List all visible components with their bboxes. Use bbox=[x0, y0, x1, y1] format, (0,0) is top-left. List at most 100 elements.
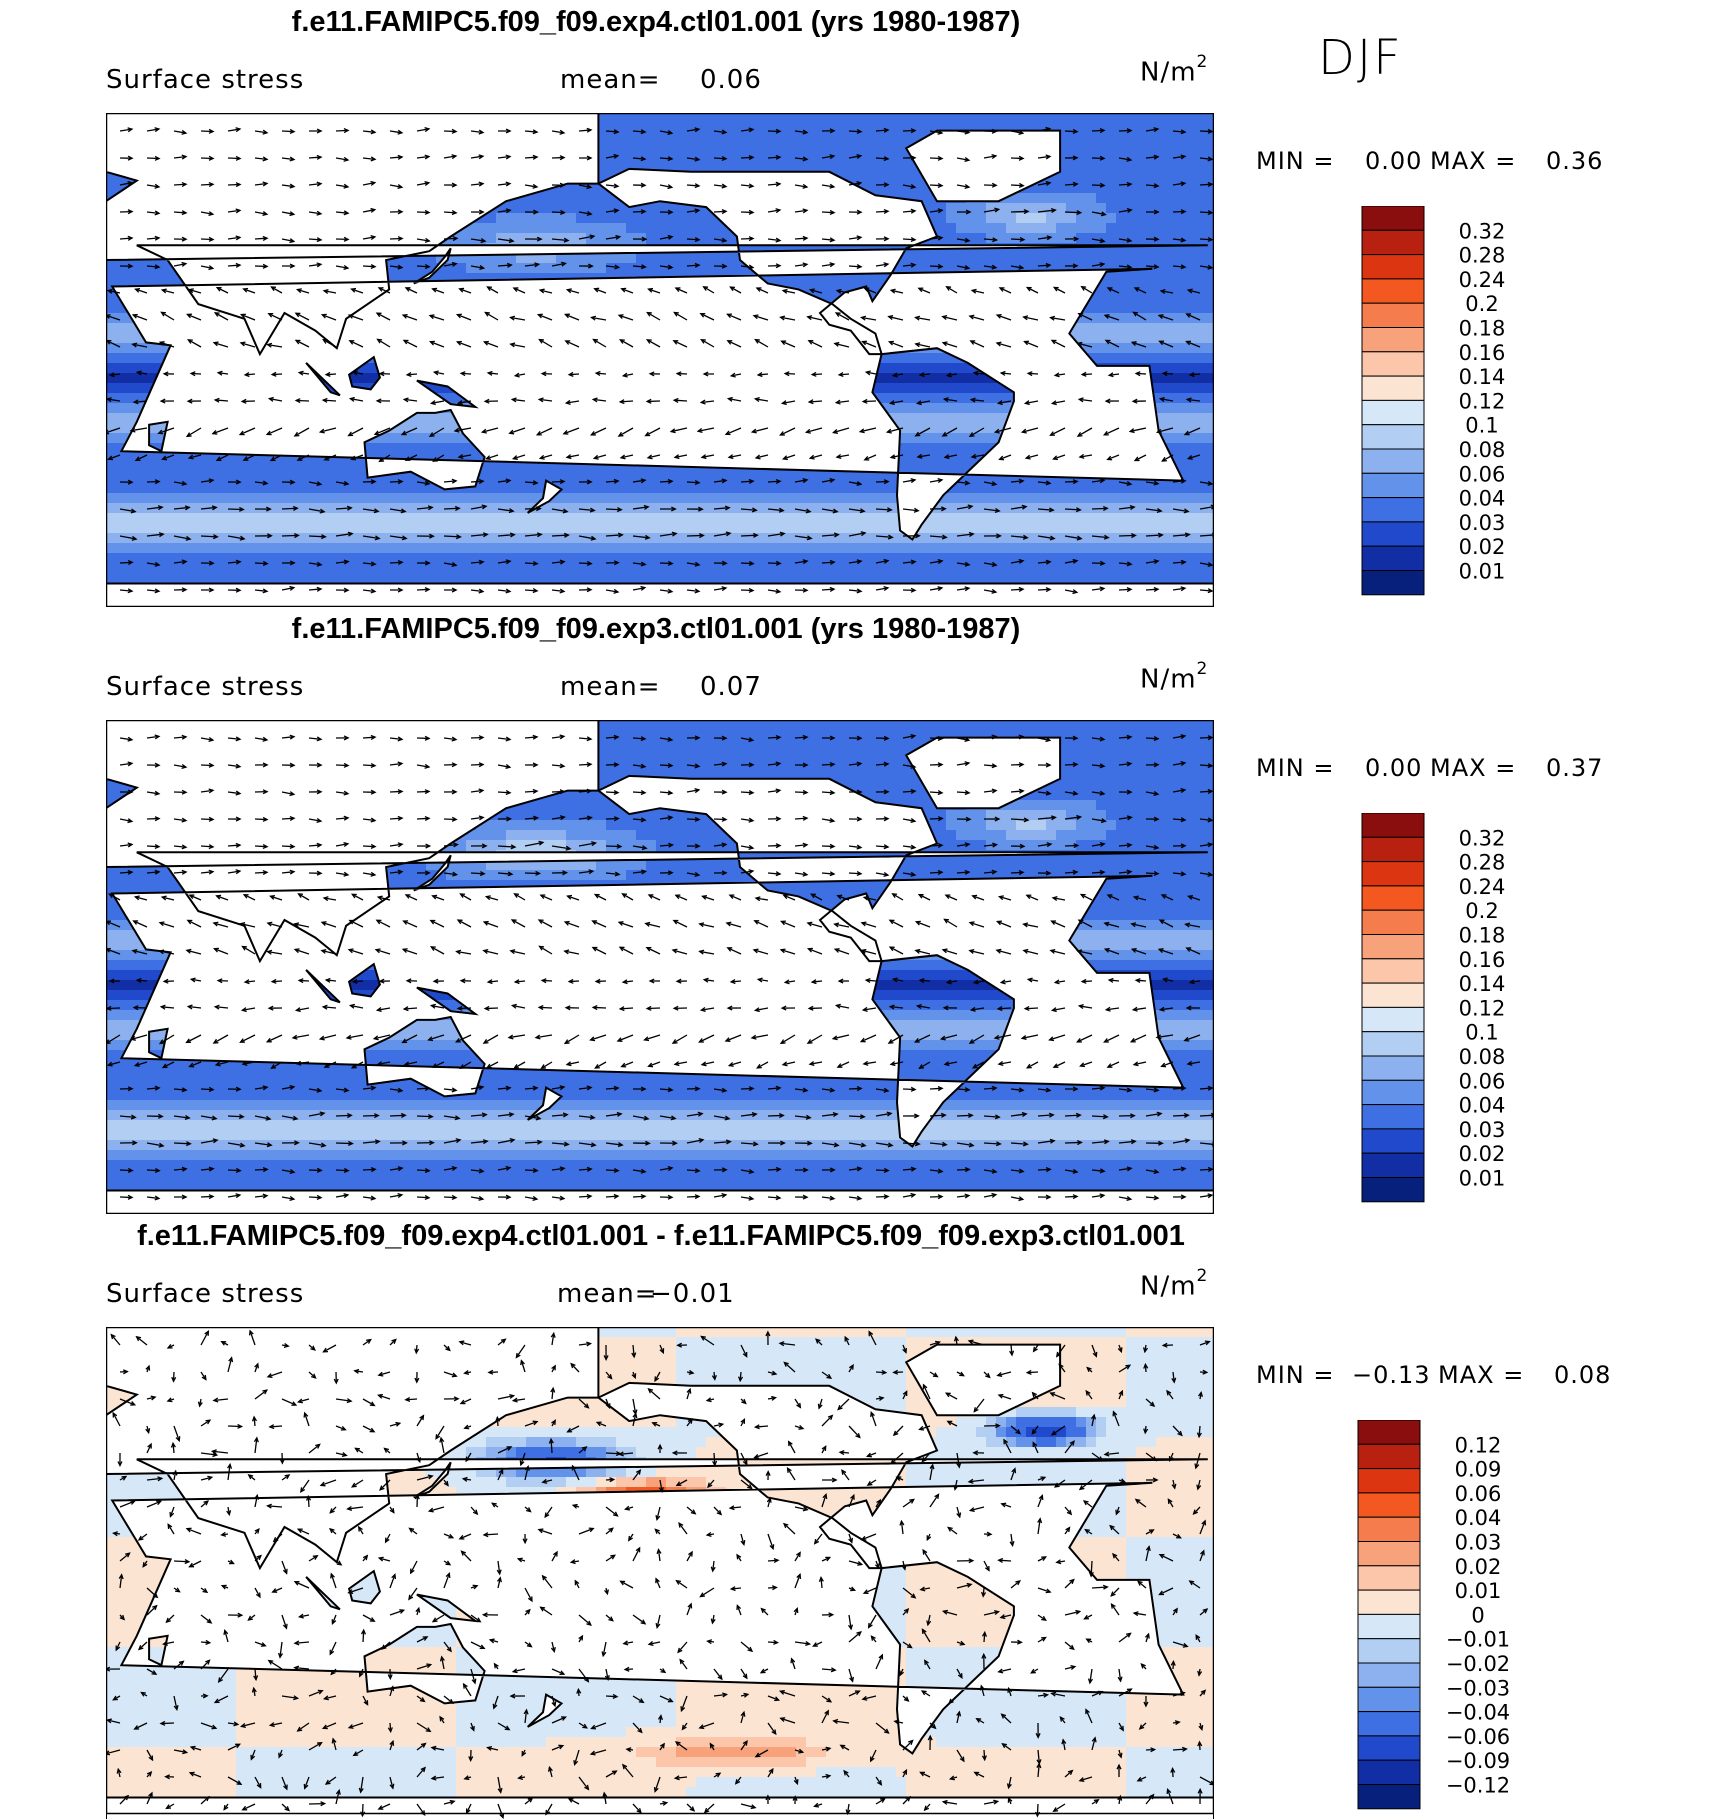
field-cell bbox=[516, 483, 527, 494]
field-cell bbox=[1176, 543, 1187, 554]
field-cell bbox=[796, 273, 807, 284]
field-cell bbox=[626, 483, 637, 494]
field-cell bbox=[1156, 263, 1167, 274]
field-cell bbox=[866, 183, 877, 194]
field-cell bbox=[1166, 273, 1177, 284]
field-cell bbox=[226, 533, 237, 544]
field-cell bbox=[596, 133, 607, 144]
field-cell bbox=[856, 173, 867, 184]
field-cell bbox=[1186, 253, 1197, 264]
field-cell bbox=[1186, 363, 1197, 374]
field-cell bbox=[806, 473, 817, 484]
field-cell bbox=[576, 503, 587, 514]
field-cell bbox=[796, 493, 807, 504]
field-cell bbox=[736, 503, 747, 514]
field-cell bbox=[816, 523, 827, 534]
field-cell bbox=[1196, 473, 1207, 484]
field-cell bbox=[816, 133, 827, 144]
field-cell bbox=[266, 543, 277, 554]
field-cell bbox=[886, 553, 897, 564]
field-cell bbox=[996, 393, 1007, 404]
field-cell bbox=[1066, 503, 1077, 514]
field-cell bbox=[1176, 433, 1187, 444]
field-cell bbox=[616, 153, 627, 164]
field-cell bbox=[1086, 133, 1097, 144]
field-cell bbox=[1076, 113, 1087, 124]
field-cell bbox=[246, 523, 257, 534]
field-cell bbox=[956, 453, 967, 464]
field-cell bbox=[986, 123, 997, 134]
field-cell bbox=[826, 553, 837, 564]
field-cell bbox=[976, 413, 987, 424]
field-cell bbox=[496, 253, 507, 264]
field-cell bbox=[226, 493, 237, 504]
field-cell bbox=[636, 253, 647, 264]
field-cell bbox=[986, 383, 997, 394]
field-cell bbox=[1196, 233, 1207, 244]
field-cell bbox=[1056, 223, 1067, 234]
field-cell bbox=[1086, 203, 1097, 214]
field-cell bbox=[136, 263, 147, 274]
field-cell bbox=[1126, 483, 1137, 494]
field-cell bbox=[656, 203, 667, 214]
field-cell bbox=[106, 183, 117, 194]
field-cell bbox=[256, 523, 267, 534]
field-cell bbox=[816, 483, 827, 494]
field-cell bbox=[1176, 303, 1187, 314]
field-cell bbox=[446, 273, 457, 284]
field-cell bbox=[236, 463, 247, 474]
field-cell bbox=[846, 533, 857, 544]
field-cell bbox=[256, 473, 267, 484]
field-cell bbox=[986, 473, 997, 484]
field-cell bbox=[1066, 553, 1077, 564]
field-cell bbox=[1146, 333, 1157, 344]
field-cell bbox=[696, 513, 707, 524]
field-cell bbox=[596, 513, 607, 524]
field-cell bbox=[1076, 173, 1087, 184]
field-cell bbox=[1046, 473, 1057, 484]
field-cell bbox=[926, 353, 937, 364]
field-cell bbox=[1156, 183, 1167, 194]
field-cell bbox=[746, 483, 757, 494]
field-cell bbox=[296, 503, 307, 514]
field-cell bbox=[1116, 163, 1127, 174]
field-cell bbox=[466, 483, 477, 494]
field-cell bbox=[466, 543, 477, 554]
field-cell bbox=[196, 493, 207, 504]
field-cell bbox=[686, 493, 697, 504]
field-cell bbox=[736, 543, 747, 554]
field-cell bbox=[226, 473, 237, 484]
field-cell bbox=[536, 533, 547, 544]
field-cell bbox=[726, 253, 737, 264]
field-cell bbox=[706, 163, 717, 174]
field-cell bbox=[276, 493, 287, 504]
field-cell bbox=[1206, 403, 1214, 414]
field-cell bbox=[896, 403, 907, 414]
field-cell bbox=[596, 203, 607, 214]
field-cell bbox=[906, 113, 917, 124]
field-cell bbox=[276, 533, 287, 544]
field-cell bbox=[1206, 133, 1214, 144]
field-cell bbox=[1156, 483, 1167, 494]
field-cell bbox=[596, 473, 607, 484]
field-cell bbox=[1036, 523, 1047, 534]
field-cell bbox=[716, 113, 727, 124]
field-cell bbox=[576, 223, 587, 234]
field-cell bbox=[976, 223, 987, 234]
field-cell bbox=[1076, 543, 1087, 554]
field-cell bbox=[426, 443, 437, 454]
field-cell bbox=[886, 513, 897, 524]
field-cell bbox=[1026, 203, 1037, 214]
field-cell bbox=[1196, 283, 1207, 294]
field-cell bbox=[1156, 373, 1167, 384]
field-cell bbox=[996, 423, 1007, 434]
field-cell bbox=[846, 113, 857, 124]
field-cell bbox=[1206, 453, 1214, 464]
field-cell bbox=[1116, 223, 1127, 234]
field-cell bbox=[506, 533, 517, 544]
field-cell bbox=[376, 543, 387, 554]
panel-1-map bbox=[106, 113, 1214, 607]
field-cell bbox=[1176, 363, 1187, 374]
field-cell bbox=[1106, 203, 1117, 214]
field-cell bbox=[466, 443, 477, 454]
